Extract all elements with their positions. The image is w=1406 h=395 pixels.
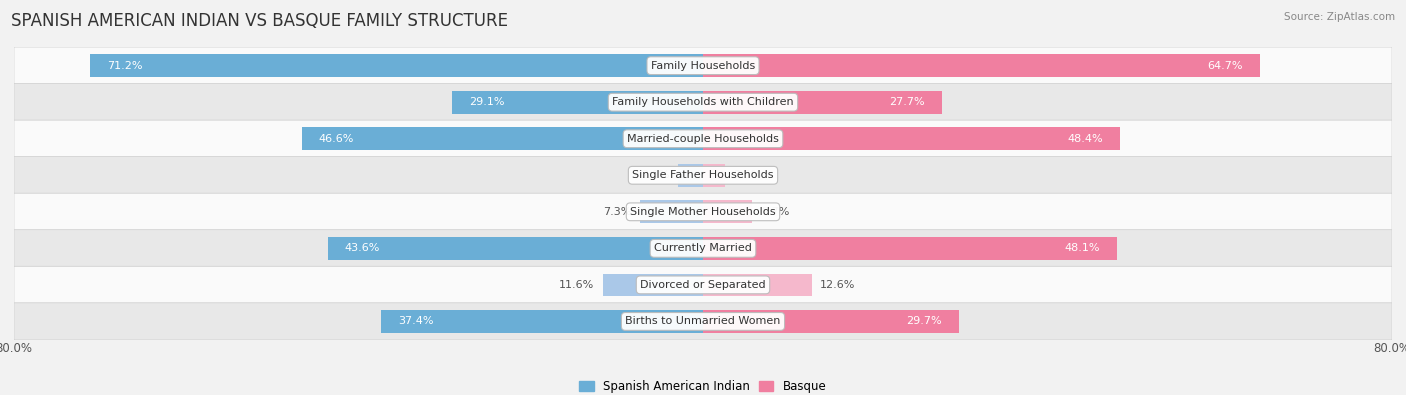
Text: 2.5%: 2.5% [733, 170, 762, 180]
Bar [703, 128, 1119, 150]
Text: 64.7%: 64.7% [1208, 61, 1243, 71]
Text: 48.4%: 48.4% [1067, 134, 1102, 144]
Bar [603, 274, 703, 296]
Text: SPANISH AMERICAN INDIAN VS BASQUE FAMILY STRUCTURE: SPANISH AMERICAN INDIAN VS BASQUE FAMILY… [11, 12, 508, 30]
Text: Single Father Households: Single Father Households [633, 170, 773, 180]
Bar [703, 201, 752, 223]
Text: 37.4%: 37.4% [398, 316, 433, 326]
Text: Married-couple Households: Married-couple Households [627, 134, 779, 144]
Bar [703, 55, 1260, 77]
Bar [703, 237, 1118, 260]
Text: 12.6%: 12.6% [820, 280, 855, 290]
Text: Family Households with Children: Family Households with Children [612, 97, 794, 107]
FancyBboxPatch shape [14, 84, 1392, 121]
Text: 46.6%: 46.6% [319, 134, 354, 144]
Text: Single Mother Households: Single Mother Households [630, 207, 776, 217]
Text: 2.9%: 2.9% [641, 170, 669, 180]
Text: Source: ZipAtlas.com: Source: ZipAtlas.com [1284, 12, 1395, 22]
Bar [453, 91, 703, 113]
Text: Family Households: Family Households [651, 61, 755, 71]
Bar [302, 128, 703, 150]
FancyBboxPatch shape [14, 193, 1392, 230]
Bar [678, 164, 703, 186]
Text: 11.6%: 11.6% [560, 280, 595, 290]
Text: 29.7%: 29.7% [905, 316, 942, 326]
Text: 27.7%: 27.7% [889, 97, 924, 107]
FancyBboxPatch shape [14, 266, 1392, 303]
Text: 5.7%: 5.7% [761, 207, 789, 217]
FancyBboxPatch shape [14, 157, 1392, 194]
Bar [90, 55, 703, 77]
Bar [640, 201, 703, 223]
Text: 29.1%: 29.1% [470, 97, 505, 107]
FancyBboxPatch shape [14, 230, 1392, 267]
Bar [328, 237, 703, 260]
Text: 48.1%: 48.1% [1064, 243, 1099, 253]
Bar [381, 310, 703, 333]
Text: 71.2%: 71.2% [107, 61, 142, 71]
Text: Currently Married: Currently Married [654, 243, 752, 253]
Bar [703, 310, 959, 333]
Text: Births to Unmarried Women: Births to Unmarried Women [626, 316, 780, 326]
Bar [703, 91, 942, 113]
Bar [703, 164, 724, 186]
FancyBboxPatch shape [14, 303, 1392, 340]
FancyBboxPatch shape [14, 120, 1392, 157]
FancyBboxPatch shape [14, 47, 1392, 84]
Legend: Spanish American Indian, Basque: Spanish American Indian, Basque [575, 376, 831, 395]
Text: 43.6%: 43.6% [344, 243, 380, 253]
Text: Divorced or Separated: Divorced or Separated [640, 280, 766, 290]
Text: 7.3%: 7.3% [603, 207, 631, 217]
Bar [703, 274, 811, 296]
